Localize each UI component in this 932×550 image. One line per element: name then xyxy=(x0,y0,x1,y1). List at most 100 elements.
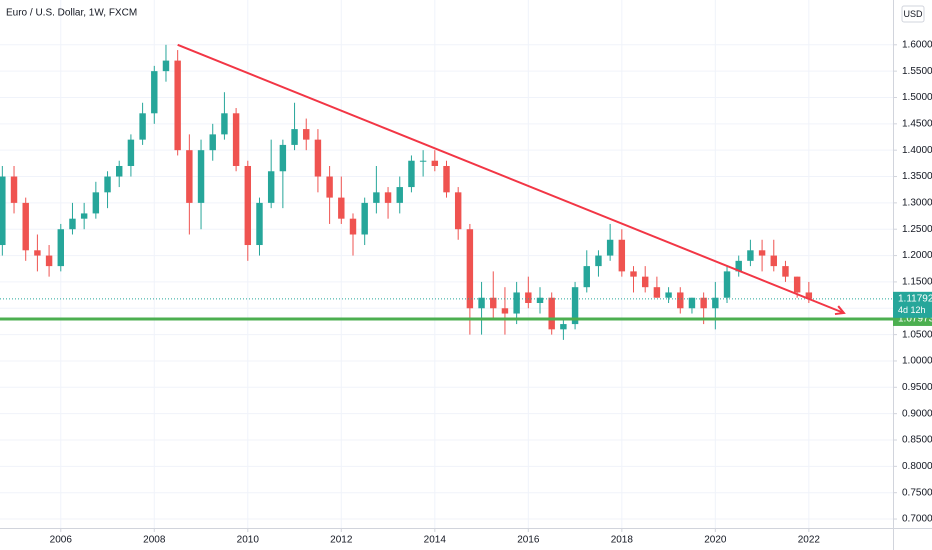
candle-body xyxy=(758,250,766,256)
candle-body xyxy=(466,229,474,309)
x-tick-label: 2006 xyxy=(50,535,73,546)
y-tick-label: 1.55000 xyxy=(902,66,932,77)
candle-body xyxy=(513,292,520,314)
y-tick-label: 0.95000 xyxy=(902,382,932,393)
x-tick-label: 2014 xyxy=(424,535,447,546)
candle-body xyxy=(267,171,275,203)
candle-body xyxy=(536,297,544,303)
x-tick-label: 2016 xyxy=(517,535,540,546)
candle-body xyxy=(384,192,392,203)
candle-body xyxy=(805,292,813,299)
trendline-arrowhead xyxy=(834,305,846,316)
currency-button[interactable] xyxy=(901,5,925,23)
candle-body xyxy=(525,292,532,303)
candle-body xyxy=(641,276,649,288)
candle-body xyxy=(688,297,696,309)
last-price-tag xyxy=(893,291,932,318)
candle-body xyxy=(57,229,64,267)
candle-body xyxy=(92,192,100,214)
y-tick-label: 1.15000 xyxy=(902,277,932,288)
x-tick-label: 2020 xyxy=(704,535,727,546)
candle-body xyxy=(0,176,6,246)
candle-body xyxy=(490,297,497,309)
candle-body xyxy=(700,297,707,309)
y-tick-label: 1.45000 xyxy=(902,118,932,129)
last-price-label: 1.11792 xyxy=(898,293,932,304)
candle-body xyxy=(501,308,509,314)
x-tick-label: 2018 xyxy=(611,535,634,546)
candle-body xyxy=(45,255,53,267)
candle-body xyxy=(186,150,193,203)
candle-body xyxy=(677,292,684,309)
candle-body xyxy=(454,192,462,230)
candle-body xyxy=(443,165,450,193)
candle-body xyxy=(104,176,111,193)
candle-body xyxy=(232,113,240,166)
candle-body xyxy=(197,150,205,203)
candle-body xyxy=(361,202,368,235)
candle-body xyxy=(419,160,427,162)
y-tick-label: 1.25000 xyxy=(902,224,932,235)
candle-body xyxy=(22,202,29,251)
candle-body xyxy=(151,71,158,114)
candle-body xyxy=(221,113,228,135)
candle-body xyxy=(630,271,637,277)
candle-body xyxy=(653,287,661,298)
x-tick-label: 2010 xyxy=(237,535,260,546)
candle-body xyxy=(793,276,801,293)
candle-body xyxy=(560,324,567,330)
y-tick-label: 1.35000 xyxy=(902,171,932,182)
trendline xyxy=(177,43,845,314)
candle-body xyxy=(478,297,485,309)
candle-body xyxy=(139,113,146,140)
candle-body xyxy=(116,165,123,177)
candle-body xyxy=(34,250,41,256)
support-price-label: 1.07973 xyxy=(898,314,932,325)
candle-body xyxy=(127,139,135,166)
candle-body xyxy=(595,255,602,267)
y-tick-label: 1.30000 xyxy=(902,198,932,209)
x-tick-label: 2008 xyxy=(143,535,166,546)
candle-body xyxy=(408,160,415,188)
countdown-label: 4d 12h xyxy=(898,305,926,315)
candle-body xyxy=(770,255,777,267)
candle-body xyxy=(723,271,731,298)
currency-label[interactable]: USD xyxy=(903,9,923,19)
candle-body xyxy=(618,239,626,272)
candle-body xyxy=(174,60,181,151)
candle-body xyxy=(431,160,439,166)
candle-body xyxy=(712,297,719,309)
candle-body xyxy=(665,292,672,298)
candle-body xyxy=(162,60,170,72)
candles xyxy=(0,44,813,340)
candle-body xyxy=(303,129,310,140)
candle-body xyxy=(548,297,555,330)
chart-title: Euro / U.S. Dollar, 1W, FXCM xyxy=(6,8,137,19)
candle-body xyxy=(326,176,333,198)
candle-body xyxy=(782,266,789,277)
x-tick-label: 2012 xyxy=(330,535,353,546)
candle-body xyxy=(80,213,88,219)
candle-body xyxy=(735,260,742,272)
y-tick-label: 1.60000 xyxy=(902,39,932,50)
candle-body xyxy=(256,202,263,246)
candle-body xyxy=(373,192,380,203)
candle-body xyxy=(606,239,614,256)
overlay xyxy=(0,43,893,321)
candle-body xyxy=(279,144,287,172)
grid xyxy=(0,0,893,528)
candle-body xyxy=(349,218,357,235)
candle-body xyxy=(338,197,345,219)
x-tick-label: 2022 xyxy=(798,535,821,546)
candle-body xyxy=(396,187,403,203)
y-tick-label: 1.20000 xyxy=(902,250,932,261)
candle-body xyxy=(291,129,298,145)
